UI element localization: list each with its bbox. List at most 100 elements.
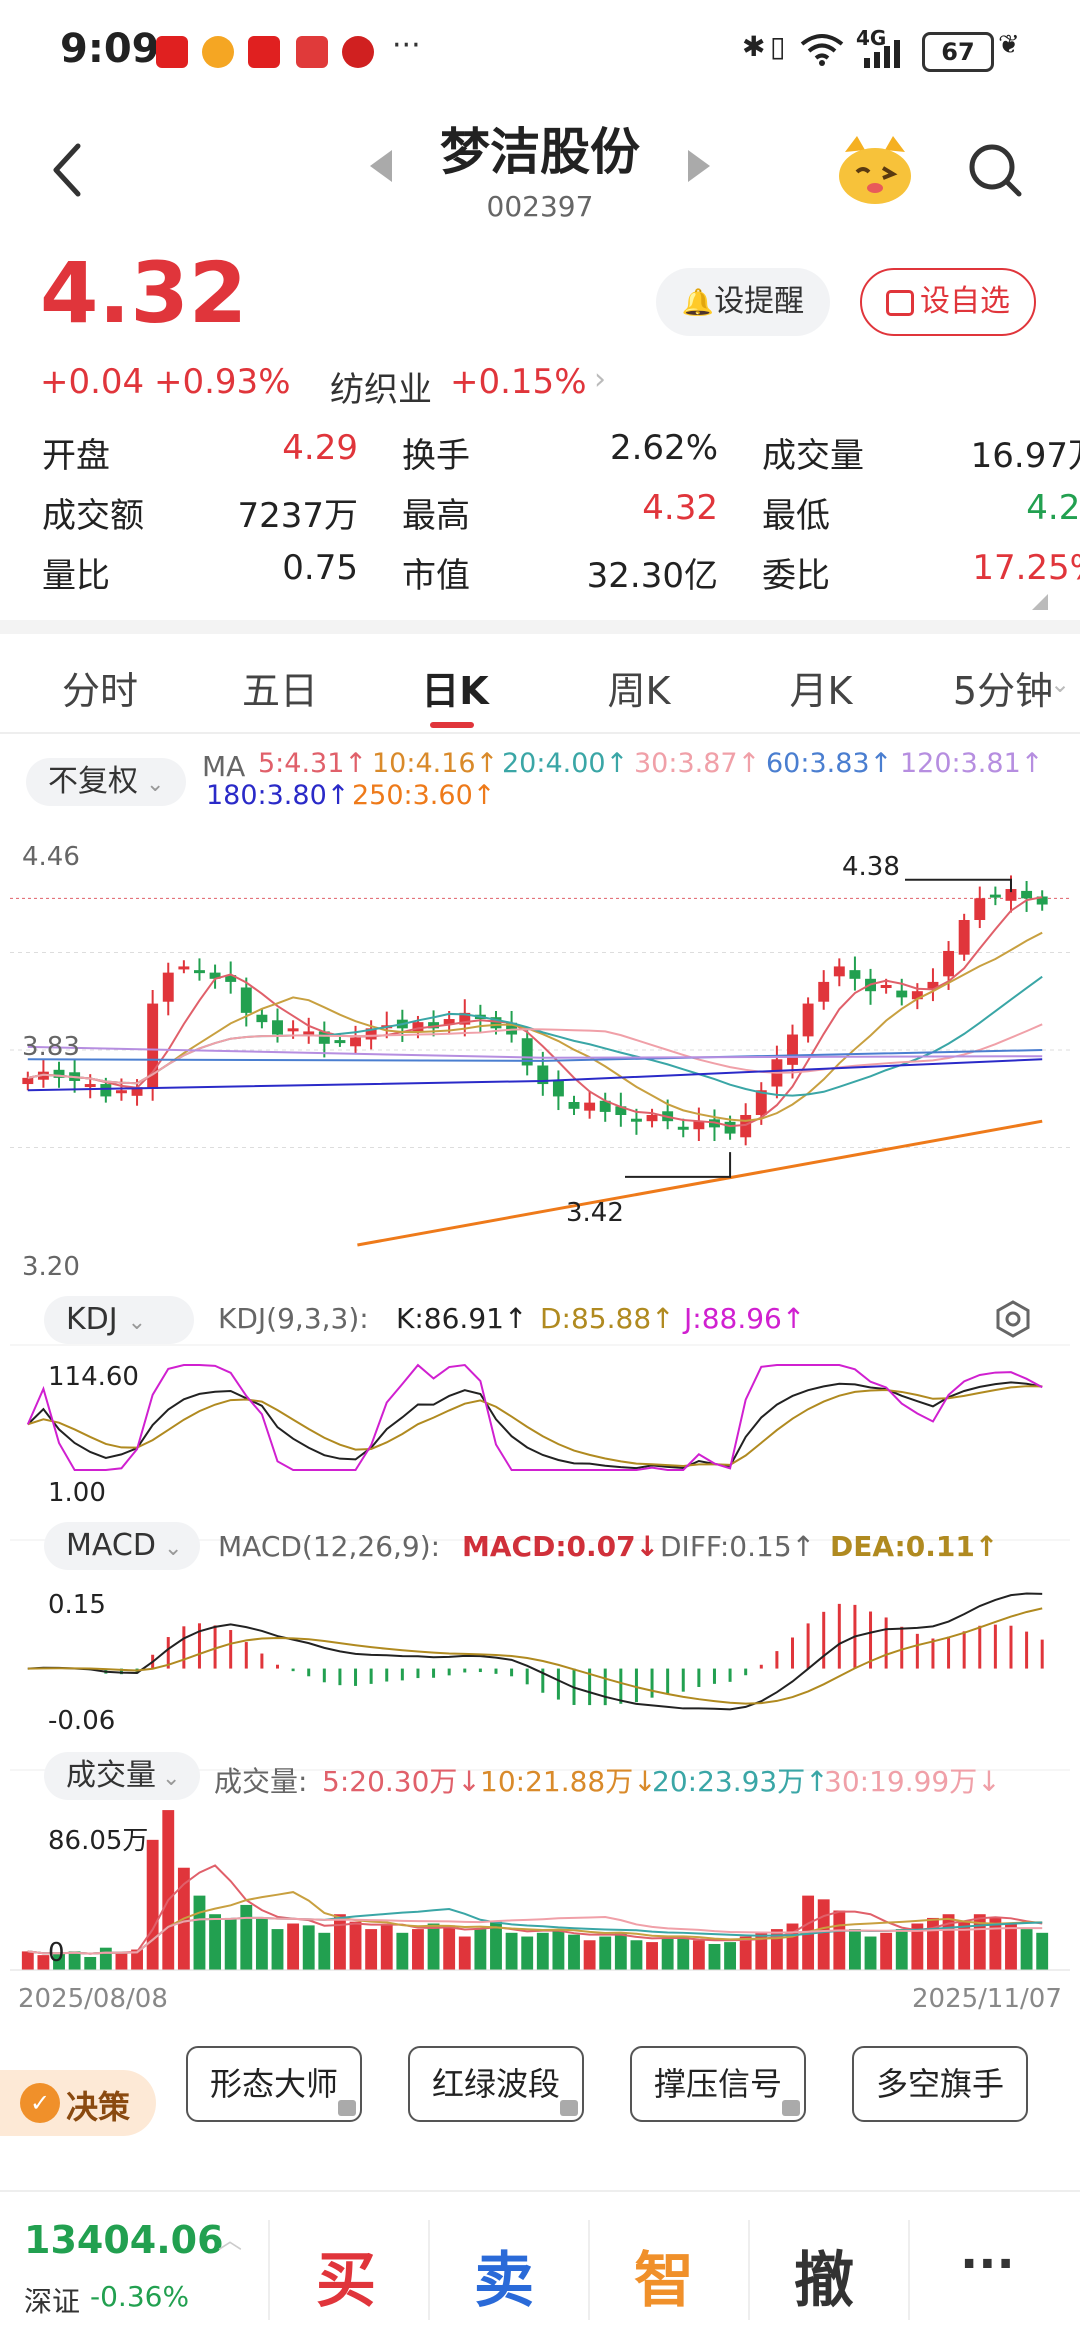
candle-body [802,1003,814,1037]
kdj-y-min: 1.00 [48,1478,106,1508]
candle-body [599,1100,611,1112]
ma-value-7: 250:3.60↑ [352,780,496,811]
candle-body [303,1031,315,1035]
bluetooth-icon: ✱ [742,30,766,63]
sector-chevron-icon[interactable]: › [594,362,606,397]
set-alert-button[interactable]: 🔔设提醒 [656,268,830,336]
candle-body [287,1028,299,1032]
volume-bar [739,1936,752,1970]
smart-button[interactable]: 智 [634,2246,694,2316]
volume-bar [349,1921,362,1970]
stock-chart[interactable] [0,820,1080,2020]
candle-body [178,966,190,970]
candle-body [677,1126,689,1130]
candle-body [818,981,830,1002]
ma-value-4: 60:3.83↑ [766,748,893,779]
volume-bar [708,1943,721,1970]
volume-bar [287,1923,300,1970]
tab-3[interactable]: 周K [607,669,671,713]
macd-y-min: -0.06 [48,1706,116,1736]
index-quote[interactable]: 13404.06 ︿ 深证 -0.36% [20,2218,250,2328]
kdj-k-line [27,1381,1043,1470]
macd-y-max: 0.15 [48,1590,106,1620]
app-notification-icon [296,36,328,68]
volume-bar [568,1934,580,1970]
candle-body [318,1031,330,1044]
candle-body [943,950,955,977]
candle-body [194,970,205,974]
tab-5[interactable]: 5分钟 [952,669,1054,713]
buy-button[interactable]: 买 [316,2246,376,2316]
sector-change-pct[interactable]: +0.15% [450,362,587,402]
volume-bar [661,1938,674,1970]
previous-stock-arrow-icon[interactable] [370,150,392,182]
tool-button-1[interactable]: 红绿波段 [408,2046,584,2122]
stat-label: 市值 [402,556,470,596]
volume-bar [21,1951,34,1970]
mascot-icon[interactable] [835,132,915,206]
tool-button-0[interactable]: 形态大师 [186,2046,362,2122]
stat-value: 4.29 [282,428,358,468]
stat-value: 2.62% [609,428,718,468]
back-arrow-icon[interactable] [40,140,100,200]
stat-label: 换手 [402,436,470,476]
sell-button[interactable]: 卖 [474,2246,534,2316]
candle-body [537,1065,549,1085]
cancel-order-button[interactable]: 撤 [794,2246,854,2316]
adjust-select[interactable]: 不复权 ⌄ [26,758,186,806]
tab-4[interactable]: 月K [789,669,853,713]
volume-bar [37,1955,50,1970]
stat-value: 4.32 [642,488,718,528]
more-options-icon[interactable]: ··· [960,2236,1015,2292]
high-marker-line [905,878,1012,893]
volume-select[interactable]: 成交量 ⌄ [44,1752,200,1800]
next-stock-arrow-icon[interactable] [688,150,710,182]
signal-icon [864,40,900,68]
kdj-select[interactable]: KDJ ⌄ [44,1296,194,1344]
tab-more-icon[interactable]: ⌄ [1050,670,1071,698]
volume-bar [99,1947,112,1970]
candle-body [459,1012,471,1025]
volume-bar [131,1949,143,1970]
macd-select[interactable]: MACD ⌄ [44,1522,200,1570]
lock-icon [338,2100,356,2116]
leaf-icon: ❦ [998,30,1020,60]
settings-icon[interactable] [994,1300,1032,1338]
volume-bar [895,1929,908,1970]
volume-bar [817,1899,830,1970]
candle-body [693,1121,705,1130]
candle-body [209,972,221,979]
tab-0[interactable]: 分时 [61,669,138,713]
macd-chip-label: MACD [66,1528,156,1563]
tab-1[interactable]: 五日 [241,669,318,713]
volume-bar [318,1932,331,1970]
chevron-down-icon: ⌄ [162,1766,181,1791]
sector-name[interactable]: 纺织业 [330,370,432,410]
volume-bar [505,1932,518,1970]
add-watchlist-button[interactable]: 设自选 [860,268,1036,336]
candle-body [615,1106,627,1115]
stat-value: 16.97万 [970,436,1080,476]
expand-stats-icon[interactable] [1032,594,1048,610]
tool-button-label: 红绿波段 [431,2065,560,2103]
ma-line-5 [27,896,1043,1128]
index-value: 13404.06 [24,2218,224,2262]
candle-body [833,966,845,977]
chevron-down-icon: ⌄ [163,1536,183,1561]
volume-bar [755,1932,768,1970]
stat-label: 量比 [42,556,110,596]
volume-bar [989,1917,1002,1970]
tool-button-3[interactable]: 多空旗手 [852,2046,1028,2122]
status-time: 9:09 [60,26,160,72]
tool-button-2[interactable]: 撑压信号 [630,2046,806,2122]
kdj-y-max: 114.60 [48,1362,139,1392]
volume-bar [614,1932,627,1970]
tab-2[interactable]: 日K [421,669,489,713]
macd-diff-line [27,1592,1043,1711]
decision-button[interactable]: ✓ 决策 [0,2070,156,2136]
chevron-down-icon: ⌄ [146,772,165,797]
search-icon[interactable] [965,140,1025,200]
lock-icon [782,2100,800,2116]
ma-value-1: 10:4.16↑ [372,748,499,779]
watchlist-icon [886,289,914,316]
